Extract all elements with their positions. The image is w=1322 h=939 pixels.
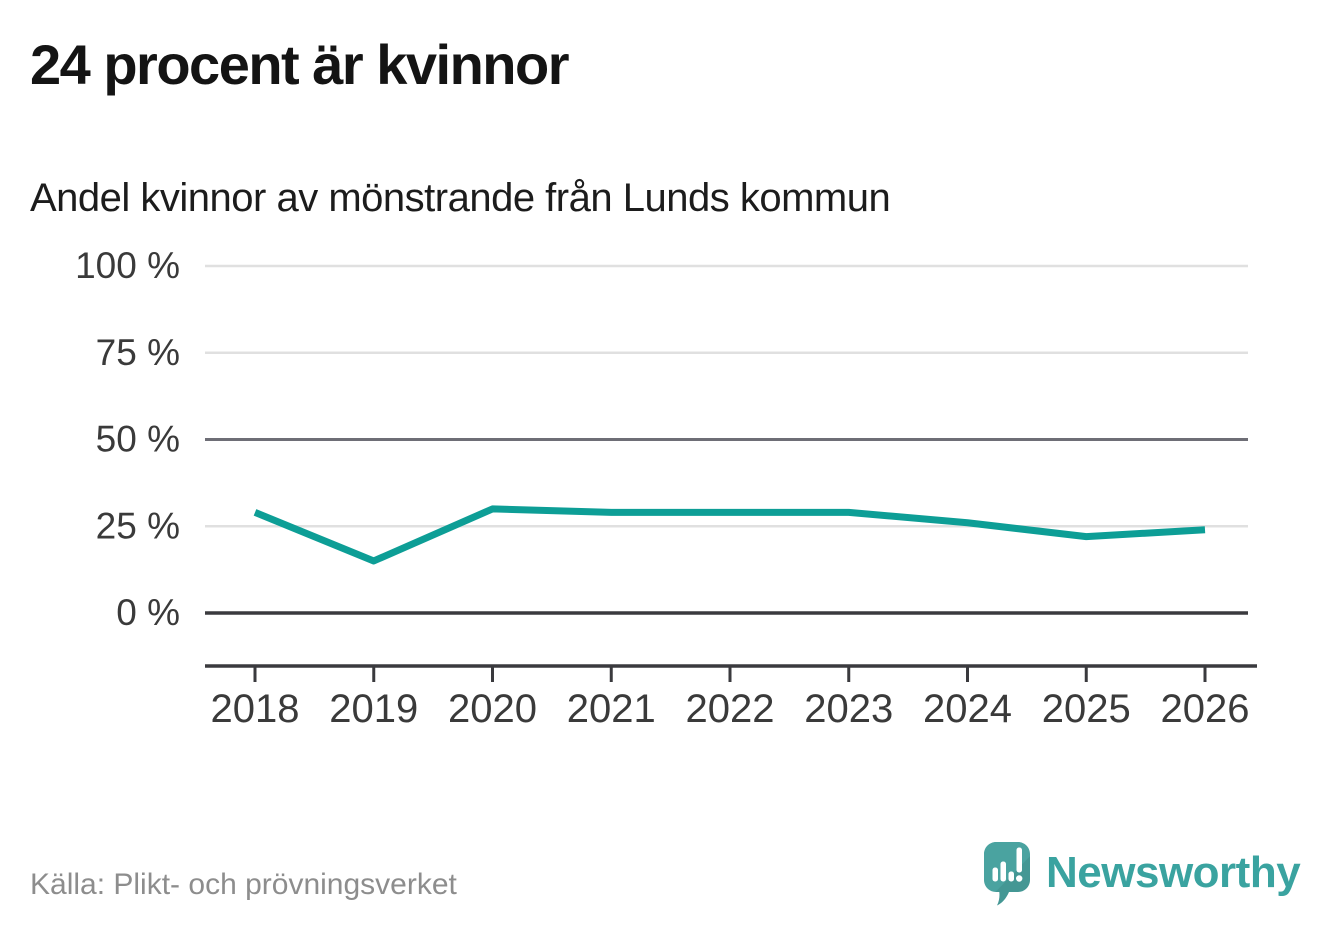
chart-subtitle: Andel kvinnor av mönstrande från Lunds k… — [30, 176, 891, 220]
source-text: Källa: Plikt- och prövningsverket — [30, 868, 457, 901]
x-tick-label: 2025 — [1042, 687, 1131, 731]
x-tick-label: 2023 — [804, 687, 893, 731]
x-tick-label: 2022 — [686, 687, 775, 731]
x-tick-label: 2020 — [448, 687, 537, 731]
speech-bubble-chart-icon — [984, 842, 1030, 906]
y-tick-label: 100 % — [75, 245, 180, 286]
y-tick-label: 75 % — [96, 332, 180, 373]
x-tick-label: 2021 — [567, 687, 656, 731]
y-tick-label: 25 % — [96, 505, 180, 546]
newsworthy-wordmark: Newsworthy — [1046, 848, 1301, 897]
x-tick-label: 2026 — [1161, 687, 1250, 731]
y-tick-label: 0 % — [116, 592, 180, 633]
y-tick-label: 50 % — [96, 419, 180, 460]
newsworthy-logo: Newsworthy — [982, 838, 1301, 908]
x-tick-label: 2019 — [329, 687, 418, 731]
chart-title: 24 procent är kvinnor — [30, 33, 570, 96]
data-line — [253, 505, 1206, 565]
x-tick-label: 2024 — [923, 687, 1012, 731]
x-tick-label: 2018 — [211, 687, 300, 731]
